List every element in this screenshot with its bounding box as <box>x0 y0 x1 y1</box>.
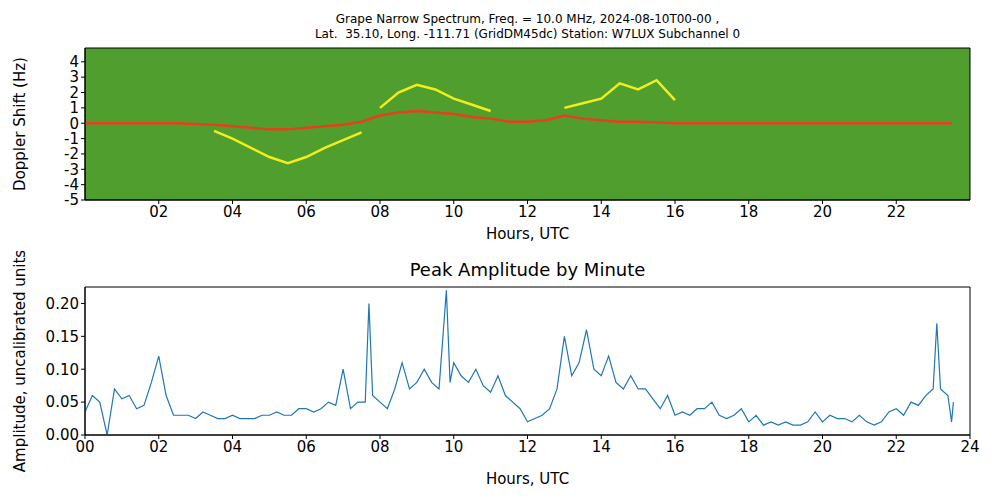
svg-text:00: 00 <box>75 437 95 456</box>
svg-text:0.00: 0.00 <box>46 426 79 444</box>
svg-text:Hours, UTC: Hours, UTC <box>486 470 569 488</box>
svg-text:16: 16 <box>665 203 684 221</box>
svg-text:16: 16 <box>665 438 684 456</box>
svg-text:0.05: 0.05 <box>46 393 79 411</box>
svg-text:-5: -5 <box>64 191 79 209</box>
svg-text:4: 4 <box>69 53 79 71</box>
svg-text:18: 18 <box>739 438 758 456</box>
svg-text:04: 04 <box>223 438 242 456</box>
svg-text:14: 14 <box>592 203 611 221</box>
svg-text:14: 14 <box>592 438 611 456</box>
html-text:Grape Narrow Spectrum, Freq. =: Grape Narrow Spectrum, Freq. = 10.0 MHz,… <box>335 12 720 26</box>
svg-text:Amplitude, uncalibrated units: Amplitude, uncalibrated units <box>11 250 29 472</box>
svg-text:1: 1 <box>69 99 79 117</box>
svg-text:04: 04 <box>223 203 242 221</box>
svg-text:24: 24 <box>960 438 979 456</box>
svg-text:06: 06 <box>297 438 316 456</box>
svg-text:0: 0 <box>69 115 79 133</box>
svg-text:20: 20 <box>813 203 832 221</box>
svg-text:-4: -4 <box>64 176 79 194</box>
svg-text:02: 02 <box>149 438 168 456</box>
svg-text:08: 08 <box>370 203 389 221</box>
svg-text:0.15: 0.15 <box>46 328 79 346</box>
svg-text:12: 12 <box>518 203 537 221</box>
svg-text:12: 12 <box>518 438 537 456</box>
svg-text:-2: -2 <box>64 145 79 163</box>
svg-text:02: 02 <box>149 203 168 221</box>
html-text:Lat. 35.10, Long. -111.71 (Gri: Lat. 35.10, Long. -111.71 (GridDM45dc) S… <box>314 27 740 41</box>
svg-text:22: 22 <box>887 203 906 221</box>
svg-text:-3: -3 <box>64 161 79 179</box>
svg-text:10: 10 <box>444 203 463 221</box>
svg-text:Hours, UTC: Hours, UTC <box>486 225 569 243</box>
svg-text:18: 18 <box>739 203 758 221</box>
html-text:Peak Amplitude by Minute: Peak Amplitude by Minute <box>409 259 646 280</box>
svg-text:06: 06 <box>297 203 316 221</box>
svg-text:20: 20 <box>813 438 832 456</box>
svg-text:2: 2 <box>69 84 79 102</box>
svg-text:Doppler Shift (Hz): Doppler Shift (Hz) <box>11 57 29 191</box>
svg-text:3: 3 <box>69 68 79 86</box>
svg-text:22: 22 <box>887 438 906 456</box>
svg-text:0.20: 0.20 <box>46 295 79 313</box>
svg-text:10: 10 <box>444 438 463 456</box>
svg-text:0.10: 0.10 <box>46 361 79 379</box>
svg-text:08: 08 <box>370 438 389 456</box>
svg-text:-1: -1 <box>64 130 79 148</box>
